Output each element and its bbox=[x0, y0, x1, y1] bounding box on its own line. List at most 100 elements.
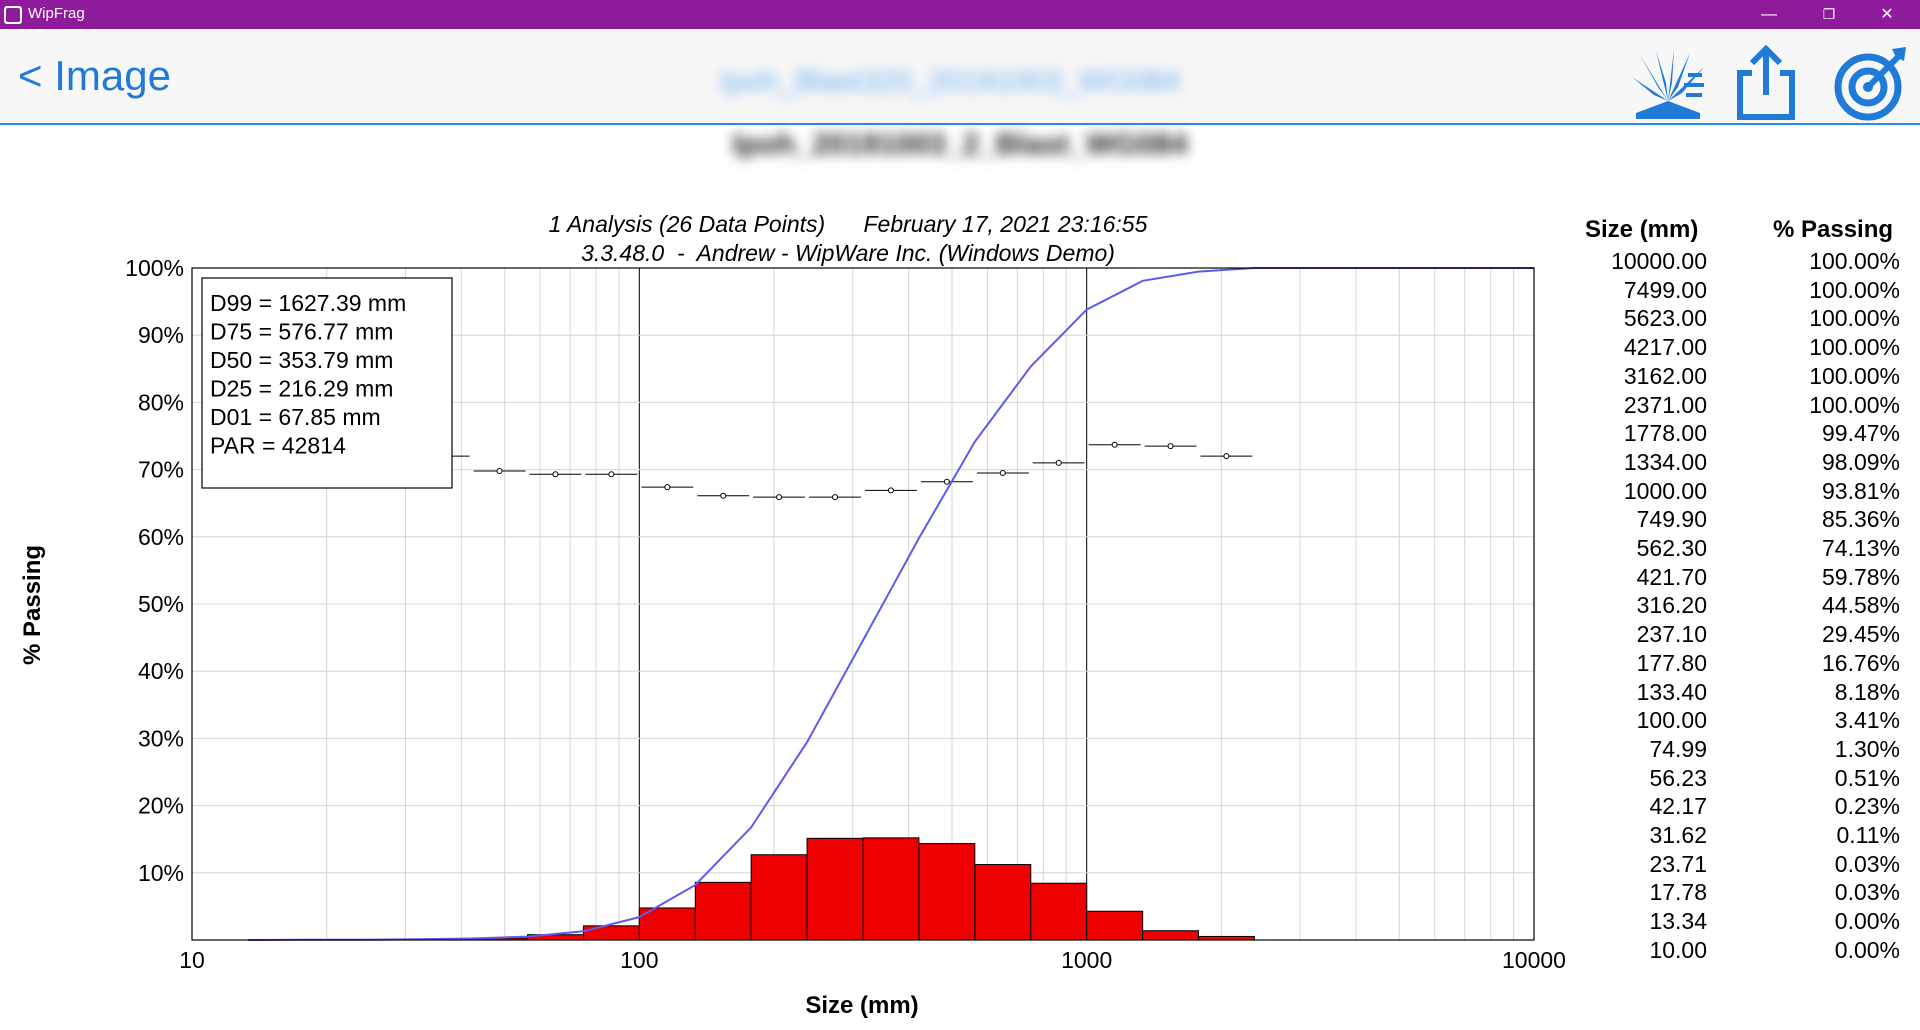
x-tick-label: 10 bbox=[179, 947, 205, 973]
y-tick-label: 90% bbox=[138, 322, 184, 348]
table-cell-size: 7499.00 bbox=[1623, 276, 1707, 303]
error-marker-13 bbox=[1144, 443, 1197, 450]
table-cell-size: 4217.00 bbox=[1623, 334, 1707, 361]
stats-line-3: D25 = 216.29 mm bbox=[210, 376, 393, 402]
histogram-bar-4 bbox=[582, 925, 640, 941]
y-tick-label: 60% bbox=[138, 524, 184, 550]
chart-axes bbox=[191, 267, 1535, 941]
table-cell-size: 749.90 bbox=[1636, 506, 1707, 533]
error-marker-10 bbox=[976, 469, 1029, 476]
table-cell-size: 316.20 bbox=[1636, 592, 1707, 619]
table-cell-size: 1778.00 bbox=[1623, 420, 1707, 447]
y-tick-label: 70% bbox=[138, 457, 184, 483]
y-tick-label: 10% bbox=[138, 860, 184, 886]
table-cell-size: 421.70 bbox=[1636, 563, 1707, 590]
table-cell-passing: 100.00% bbox=[1809, 248, 1900, 274]
table-cell-size: 2371.00 bbox=[1623, 391, 1707, 418]
table-cell-passing: 0.51% bbox=[1834, 764, 1900, 791]
table-cell-passing: 16.76% bbox=[1821, 649, 1900, 676]
y-tick-label: 80% bbox=[138, 389, 184, 415]
error-marker-point bbox=[1167, 443, 1174, 450]
table-cell-size: 56.23 bbox=[1649, 764, 1707, 791]
table-cell-passing: 44.58% bbox=[1821, 592, 1900, 619]
error-marker-point bbox=[1111, 441, 1118, 448]
error-marker-14 bbox=[1200, 453, 1253, 460]
app-header: < Image Ipoh_Blast320_20191003_WG084 bbox=[0, 29, 1920, 125]
table-cell-size: 31.62 bbox=[1649, 822, 1707, 848]
histogram-bar-12 bbox=[1030, 882, 1088, 941]
x-axis-label: Size (mm) bbox=[805, 992, 918, 1019]
histogram-bar-10 bbox=[918, 843, 976, 941]
title-bar: WipFrag — ❐ ✕ bbox=[0, 0, 1920, 29]
size-distribution-chart: 1 Analysis (26 Data Points) February 17,… bbox=[19, 211, 1566, 1019]
error-marker-9 bbox=[920, 478, 973, 485]
stats-box-frame bbox=[201, 277, 453, 489]
app-logo-icon bbox=[4, 6, 22, 24]
histogram-bar-6 bbox=[694, 881, 752, 941]
error-marker-point bbox=[496, 467, 503, 474]
histogram-bars bbox=[359, 837, 1255, 941]
error-marker-point bbox=[943, 478, 950, 485]
histogram-bar-8 bbox=[806, 837, 864, 941]
error-markers bbox=[417, 441, 1253, 501]
table-cell-passing: 0.03% bbox=[1834, 879, 1900, 906]
error-marker-point bbox=[664, 484, 671, 491]
table-cell-size: 10.00 bbox=[1649, 936, 1707, 963]
histogram-bar-13 bbox=[1086, 910, 1144, 941]
table-cell-passing: 8.18% bbox=[1834, 678, 1900, 705]
table-cell-size: 17.78 bbox=[1649, 879, 1707, 906]
table-cell-size: 562.30 bbox=[1636, 535, 1707, 561]
table-header-size: Size (mm) bbox=[1585, 216, 1699, 243]
error-marker-7 bbox=[809, 494, 861, 501]
table-cell-passing: 100.00% bbox=[1809, 334, 1900, 361]
back-button[interactable]: < Image bbox=[18, 52, 171, 99]
target-icon[interactable] bbox=[1830, 43, 1910, 123]
stats-line-2: D50 = 353.79 mm bbox=[210, 347, 393, 373]
table-cell-passing: 93.81% bbox=[1821, 477, 1900, 504]
y-tick-label: 30% bbox=[138, 725, 184, 751]
table-cell-size: 1000.00 bbox=[1623, 477, 1707, 504]
error-marker-5 bbox=[697, 492, 750, 499]
close-button[interactable]: ✕ bbox=[1880, 6, 1894, 23]
x-tick-label: 10000 bbox=[1502, 947, 1566, 973]
table-cell-passing: 100.00% bbox=[1809, 391, 1900, 418]
analysis-name: Ipoh_20191003_2_Blast_WG084 bbox=[732, 128, 1188, 161]
y-tick-label: 50% bbox=[138, 591, 184, 617]
page-title: Ipoh_Blast320_20191003_WG084 bbox=[720, 65, 1181, 98]
table-cell-size: 13.34 bbox=[1649, 908, 1707, 935]
table-cell-size: 237.10 bbox=[1636, 621, 1707, 648]
table-cell-size: 74.99 bbox=[1649, 735, 1707, 762]
table-cell-passing: 0.03% bbox=[1834, 850, 1900, 877]
error-marker-point bbox=[776, 494, 783, 501]
table-cell-size: 133.40 bbox=[1636, 678, 1707, 705]
error-marker-11 bbox=[1032, 459, 1085, 466]
error-marker-3 bbox=[585, 471, 638, 478]
table-cell-passing: 100.00% bbox=[1809, 362, 1900, 389]
stats-line-4: D01 = 67.85 mm bbox=[210, 404, 381, 430]
table-cell-passing: 0.00% bbox=[1834, 936, 1900, 963]
histogram-bar-14 bbox=[1142, 930, 1199, 941]
error-marker-8 bbox=[864, 487, 917, 494]
error-marker-point bbox=[1223, 453, 1230, 460]
error-marker-12 bbox=[1088, 441, 1141, 448]
table-cell-passing: 59.78% bbox=[1821, 563, 1900, 590]
error-marker-point bbox=[608, 471, 615, 478]
table-cell-passing: 1.30% bbox=[1834, 735, 1900, 762]
table-cell-passing: 85.36% bbox=[1821, 506, 1900, 533]
share-icon[interactable] bbox=[1726, 43, 1806, 123]
table-cell-passing: 100.00% bbox=[1809, 276, 1900, 303]
table-cell-passing: 3.41% bbox=[1834, 707, 1900, 734]
table-cell-size: 42.17 bbox=[1649, 793, 1707, 820]
table-cell-size: 1334.00 bbox=[1623, 448, 1707, 475]
y-tick-label: 40% bbox=[138, 658, 184, 684]
blast-icon[interactable] bbox=[1628, 43, 1708, 123]
maximize-button[interactable]: ❐ bbox=[1822, 6, 1836, 22]
error-marker-point bbox=[999, 469, 1006, 476]
minimize-button[interactable]: — bbox=[1761, 6, 1777, 23]
table-cell-size: 3162.00 bbox=[1623, 362, 1707, 389]
error-marker-4 bbox=[641, 484, 694, 491]
chart-title: 1 Analysis (26 Data Points) February 17,… bbox=[549, 211, 1148, 237]
table-cell-size: 177.80 bbox=[1636, 649, 1707, 676]
error-marker-point bbox=[832, 494, 839, 501]
table-cell-passing: 99.47% bbox=[1821, 420, 1900, 447]
